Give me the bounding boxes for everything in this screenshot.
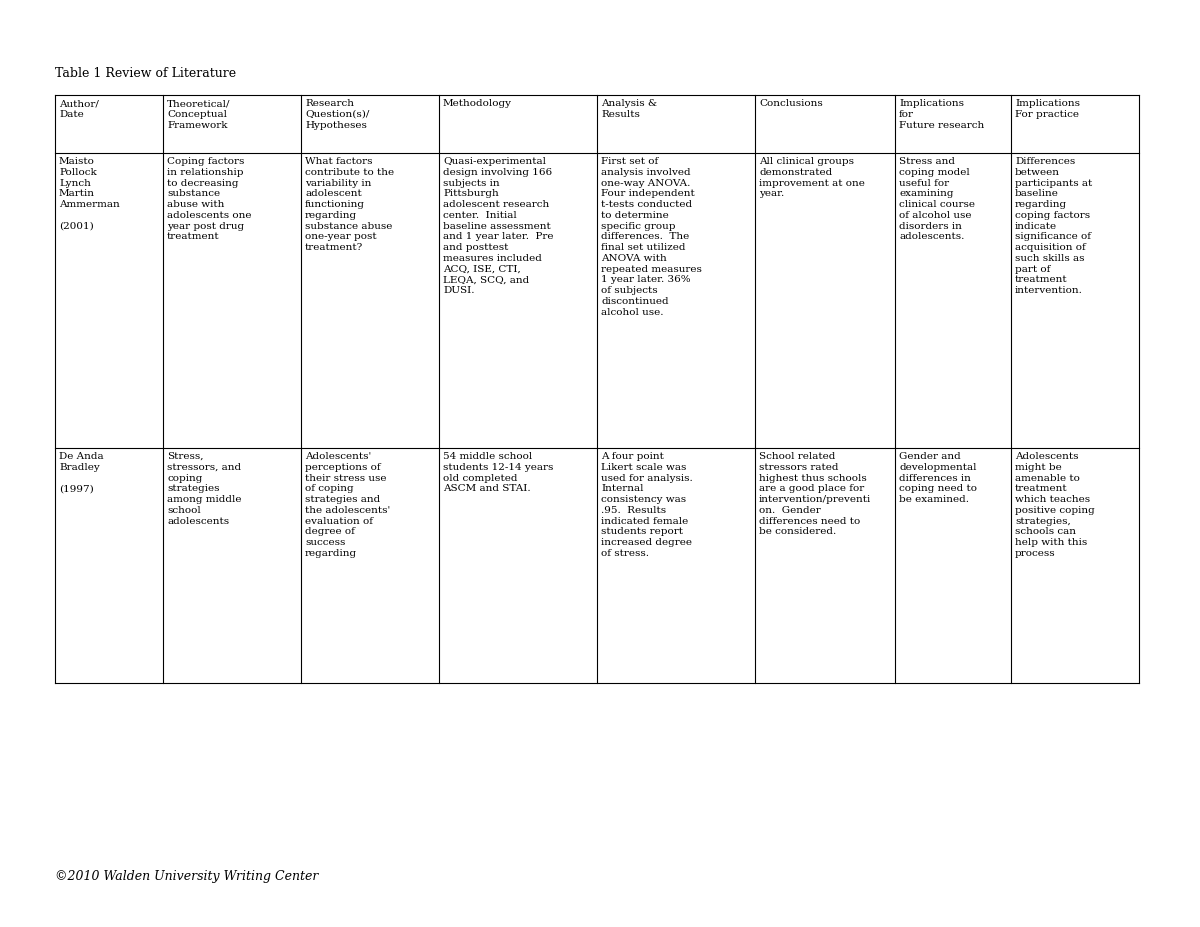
Text: Stress,
stressors, and
coping
strategies
among middle
school
adolescents: Stress, stressors, and coping strategies… (167, 452, 241, 526)
Text: A four point
Likert scale was
used for analysis.
Internal
consistency was
.95.  : A four point Likert scale was used for a… (601, 452, 692, 558)
Text: Author/
Date: Author/ Date (59, 99, 98, 119)
Text: School related
stressors rated
highest thus schools
are a good place for
interve: School related stressors rated highest t… (760, 452, 871, 536)
Text: Table 1 Review of Literature: Table 1 Review of Literature (55, 67, 236, 80)
Text: All clinical groups
demonstrated
improvement at one
year.: All clinical groups demonstrated improve… (760, 157, 865, 198)
Text: What factors
contribute to the
variability in
adolescent
functioning
regarding
s: What factors contribute to the variabili… (305, 157, 394, 252)
Text: Adolescents
might be
amenable to
treatment
which teaches
positive coping
strateg: Adolescents might be amenable to treatme… (1015, 452, 1094, 558)
Text: Gender and
developmental
differences in
coping need to
be examined.: Gender and developmental differences in … (899, 452, 977, 504)
Text: De Anda
Bradley

(1997): De Anda Bradley (1997) (59, 452, 103, 493)
Text: Quasi-experimental
design involving 166
subjects in
Pittsburgh
adolescent resear: Quasi-experimental design involving 166 … (443, 157, 553, 295)
Text: Coping factors
in relationship
to decreasing
substance
abuse with
adolescents on: Coping factors in relationship to decrea… (167, 157, 252, 241)
Text: Differences
between
participants at
baseline
regarding
coping factors
indicate
s: Differences between participants at base… (1015, 157, 1092, 295)
Text: Implications
For practice: Implications For practice (1015, 99, 1080, 119)
Text: Maisto
Pollock
Lynch
Martin
Ammerman

(2001): Maisto Pollock Lynch Martin Ammerman (20… (59, 157, 120, 231)
Text: Implications
for
Future research: Implications for Future research (899, 99, 984, 130)
Text: ©2010 Walden University Writing Center: ©2010 Walden University Writing Center (55, 870, 318, 883)
Text: Conclusions: Conclusions (760, 99, 823, 108)
Text: Stress and
coping model
useful for
examining
clinical course
of alcohol use
diso: Stress and coping model useful for exami… (899, 157, 974, 241)
Text: Theoretical/
Conceptual
Framework: Theoretical/ Conceptual Framework (167, 99, 230, 130)
Text: 54 middle school
students 12-14 years
old completed
ASCM and STAI.: 54 middle school students 12-14 years ol… (443, 452, 553, 493)
Text: Adolescents'
perceptions of
their stress use
of coping
strategies and
the adoles: Adolescents' perceptions of their stress… (305, 452, 390, 558)
Text: Analysis &
Results: Analysis & Results (601, 99, 658, 119)
Text: First set of
analysis involved
one-way ANOVA.
Four independent
t-tests conducted: First set of analysis involved one-way A… (601, 157, 702, 316)
Text: Research
Question(s)/
Hypotheses: Research Question(s)/ Hypotheses (305, 99, 370, 130)
Text: Methodology: Methodology (443, 99, 512, 108)
